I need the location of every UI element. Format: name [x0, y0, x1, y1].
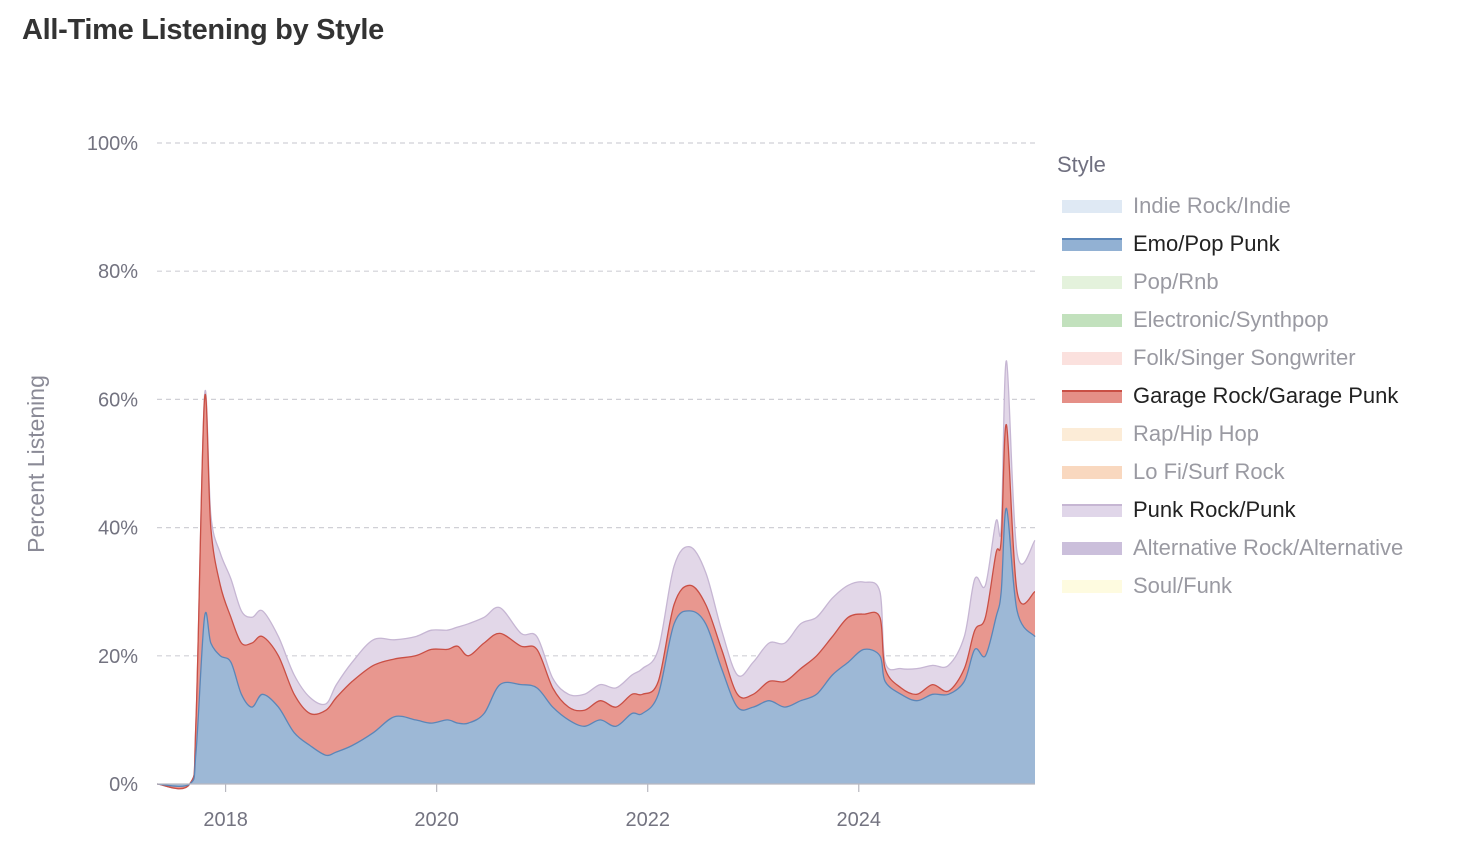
legend-label: Lo Fi/Surf Rock [1133, 459, 1285, 484]
x-tick-label: 2024 [837, 809, 882, 831]
page-title: All-Time Listening by Style [22, 14, 384, 46]
legend-item[interactable]: Punk Rock/Punk [1057, 491, 1403, 529]
legend-swatch [1062, 541, 1122, 555]
y-tick-label: 40% [98, 518, 138, 540]
legend-label: Emo/Pop Punk [1133, 231, 1280, 256]
legend-swatch [1062, 275, 1122, 289]
area-series [156, 360, 1036, 790]
legend-label: Electronic/Synthpop [1133, 307, 1329, 332]
legend-label: Indie Rock/Indie [1133, 193, 1291, 218]
legend-items: Indie Rock/Indie Emo/Pop Punk Pop/Rnb Elect… [1057, 187, 1403, 605]
legend-swatch [1062, 503, 1122, 517]
y-tick-label: 20% [98, 646, 138, 668]
legend-item[interactable]: Indie Rock/Indie [1057, 187, 1403, 225]
legend-label: Pop/Rnb [1133, 269, 1219, 294]
legend-swatch [1062, 313, 1122, 327]
legend-swatch [1062, 427, 1122, 441]
legend-item[interactable]: Lo Fi/Surf Rock [1057, 453, 1403, 491]
legend-item[interactable]: Alternative Rock/Alternative [1057, 529, 1403, 567]
y-tick-label: 60% [98, 389, 138, 411]
y-tick-label: 100% [87, 133, 138, 155]
y-axis-title: Percent Listening [23, 375, 49, 553]
legend-item[interactable]: Soul/Funk [1057, 567, 1403, 605]
legend-swatch [1062, 237, 1122, 251]
legend-label: Alternative Rock/Alternative [1133, 535, 1404, 560]
legend-item[interactable]: Garage Rock/Garage Punk [1057, 377, 1403, 415]
grid-lines [157, 142, 1035, 657]
legend-swatch [1062, 199, 1122, 213]
legend-item[interactable]: Emo/Pop Punk [1057, 225, 1403, 263]
legend-swatch [1062, 389, 1122, 403]
legend-item[interactable]: Electronic/Synthpop [1057, 301, 1403, 339]
area-line-garage-rock-garage-punk [156, 394, 1036, 790]
legend-label: Folk/Singer Songwriter [1133, 345, 1356, 370]
axes: 0% 20% 40% 60% 80% 100% 2018 2020 2022 2024 [87, 133, 1035, 831]
x-tick-label: 2018 [203, 809, 248, 831]
legend-item[interactable]: Folk/Singer Songwriter [1057, 339, 1403, 377]
area-line-emo-pop-punk [156, 507, 1036, 787]
legend: Style Indie Rock/Indie Emo/Pop Punk Pop/Rn… [1057, 152, 1403, 605]
x-tick-label: 2022 [625, 809, 670, 831]
area-emo-pop-punk [157, 508, 1035, 787]
legend-swatch [1062, 351, 1122, 365]
legend-swatch [1062, 579, 1122, 593]
legend-item[interactable]: Pop/Rnb [1057, 263, 1403, 301]
area-garage-rock-garage-punk [157, 394, 1035, 789]
legend-label: Punk Rock/Punk [1133, 497, 1296, 522]
legend-title: Style [1057, 152, 1106, 177]
y-tick-label: 80% [98, 261, 138, 283]
legend-item[interactable]: Rap/Hip Hop [1057, 415, 1403, 453]
legend-swatch [1062, 465, 1122, 479]
y-tick-label: 0% [109, 774, 138, 796]
legend-label: Rap/Hip Hop [1133, 421, 1259, 446]
legend-label: Garage Rock/Garage Punk [1133, 383, 1399, 408]
x-tick-label: 2020 [414, 809, 459, 831]
area-line-punk-rock-punk [156, 360, 1036, 790]
legend-label: Soul/Funk [1133, 573, 1233, 598]
